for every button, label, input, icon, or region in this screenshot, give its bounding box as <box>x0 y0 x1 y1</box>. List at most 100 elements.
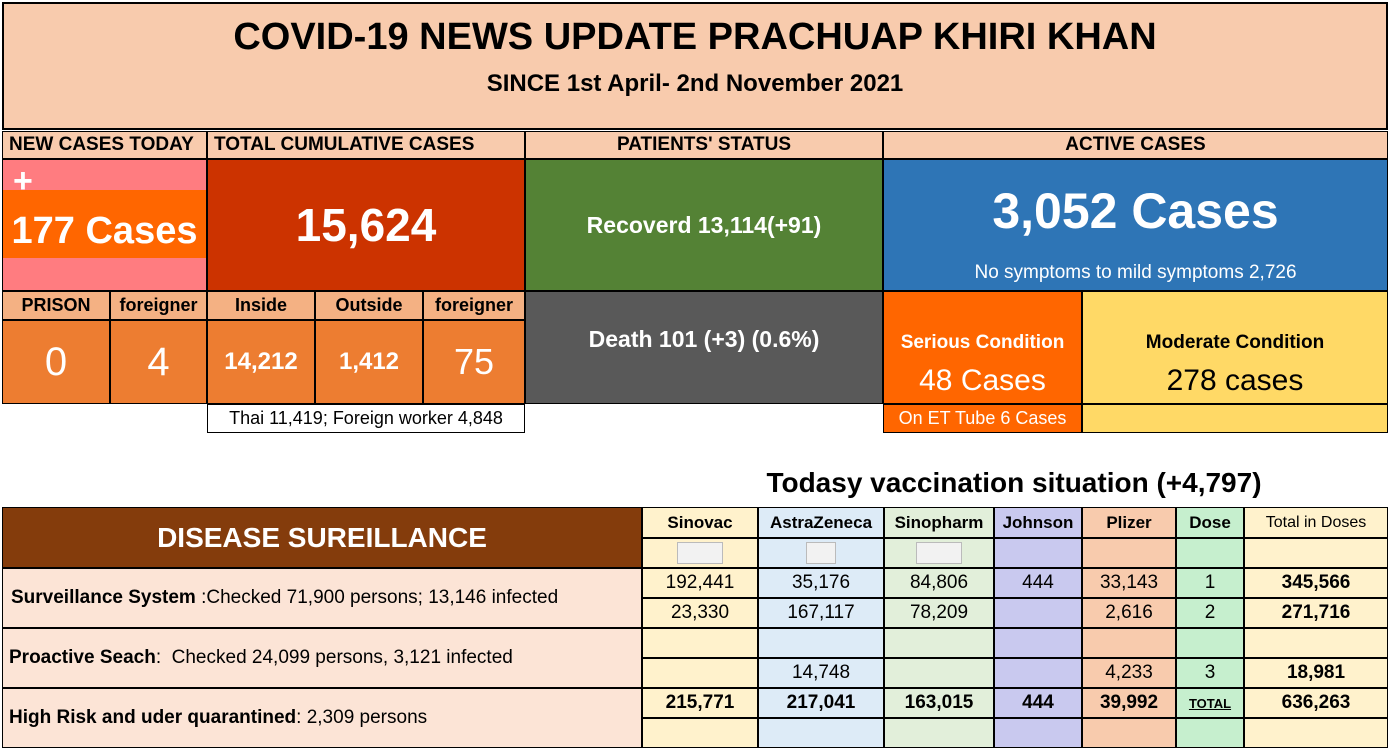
dose-header: Dose <box>1176 507 1244 538</box>
moderate-empty-cell <box>1082 404 1388 433</box>
serious-condition-panel: Serious Condition 48 Cases <box>883 291 1082 404</box>
high-risk-row: High Risk and uder quarantined: 2,309 pe… <box>2 688 642 748</box>
astrazeneca-total: 217,041 <box>758 688 884 718</box>
surveillance-title: DISEASE SUREILLANCE <box>2 507 642 568</box>
total-doses-1: 345,566 <box>1244 568 1388 598</box>
surveillance-system-row: Surveillance System :Checked 71,900 pers… <box>2 568 642 628</box>
sinopharm-empty <box>884 628 994 658</box>
inside-header: Inside <box>207 291 315 320</box>
dose-empty <box>1176 628 1244 658</box>
pfizer-dose1: 33,143 <box>1082 568 1176 598</box>
sinovac-empty <box>642 628 758 658</box>
total-cases-header: TOTAL CUMULATIVE CASES <box>207 131 525 159</box>
total-cases-value: 15,624 <box>207 159 525 291</box>
johnson-logo-cell <box>994 538 1082 568</box>
astrazeneca-dose2: 167,117 <box>758 598 884 628</box>
active-cases-panel: 3,052 Cases No symptoms to mild symptoms… <box>883 159 1388 291</box>
total-doses-3: 18,981 <box>1244 658 1388 688</box>
total-doses-empty <box>1244 628 1388 658</box>
sinovac-dose3 <box>642 658 758 688</box>
inside-value: 14,212 <box>207 320 315 404</box>
new-cases-panel: + 177 Cases <box>2 159 207 291</box>
moderate-condition-panel: Moderate Condition 278 cases <box>1082 291 1388 404</box>
johnson-empty <box>994 628 1082 658</box>
total-doses-grand: 636,263 <box>1244 688 1388 718</box>
astrazeneca-bottom <box>758 718 884 748</box>
mild-symptoms-count: No symptoms to mild symptoms 2,726 <box>974 262 1297 283</box>
sinovac-total: 215,771 <box>642 688 758 718</box>
dose-3: 3 <box>1176 658 1244 688</box>
johnson-header: Johnson <box>994 507 1082 538</box>
proactive-search-text: : Checked 24,099 persons, 3,121 infected <box>155 647 513 668</box>
outside-header: Outside <box>315 291 423 320</box>
astrazeneca-empty <box>758 628 884 658</box>
sinovac-dose2: 23,330 <box>642 598 758 628</box>
sinopharm-logo-icon <box>916 542 962 564</box>
new-cases-header: NEW CASES TODAY <box>2 131 207 159</box>
pfizer-header: Plizer <box>1082 507 1176 538</box>
prison-value: 0 <box>2 320 110 404</box>
sinopharm-header: Sinopharm <box>884 507 994 538</box>
pfizer-empty <box>1082 628 1176 658</box>
moderate-label: Moderate Condition <box>1145 332 1325 353</box>
thai-foreign-note: Thai 11,419; Foreign worker 4,848 <box>207 404 525 433</box>
serious-value: 48 Cases <box>919 364 1046 397</box>
total-doses-logo-cell <box>1244 538 1388 568</box>
outside-value: 1,412 <box>315 320 423 404</box>
johnson-total: 444 <box>994 688 1082 718</box>
astrazeneca-logo-icon <box>806 542 836 564</box>
astrazeneca-dose1: 35,176 <box>758 568 884 598</box>
active-cases-header: ACTIVE CASES <box>883 131 1388 159</box>
proactive-search-label: Proactive Seach <box>9 647 156 668</box>
dose-total-label: TOTAL <box>1176 688 1244 718</box>
sinovac-logo-icon <box>677 542 723 564</box>
surveillance-system-text: :Checked 71,900 persons; 13,146 infected <box>195 587 559 608</box>
sinopharm-dose1: 84,806 <box>884 568 994 598</box>
high-risk-text: : 2,309 persons <box>296 707 428 728</box>
surveillance-system-label: Surveillance System <box>11 587 196 608</box>
proactive-search-row: Proactive Seach: Checked 24,099 persons,… <box>2 628 642 688</box>
total-doses-bottom <box>1244 718 1388 748</box>
death-value: Death 101 (+3) (0.6%) <box>525 291 883 404</box>
johnson-dose1: 444 <box>994 568 1082 598</box>
sinovac-logo-cell <box>642 538 758 568</box>
sinovac-bottom <box>642 718 758 748</box>
prison-header: PRISON <box>2 291 110 320</box>
vaccination-title: Todasy vaccination situation (+4,797) <box>766 467 1262 498</box>
new-cases-value: 177 Cases <box>11 209 198 252</box>
astrazeneca-dose3: 14,748 <box>758 658 884 688</box>
pfizer-bottom <box>1082 718 1176 748</box>
foreigner-total-value: 75 <box>423 320 525 404</box>
sinopharm-dose3 <box>884 658 994 688</box>
astrazeneca-header: AstraZeneca <box>758 507 884 538</box>
sinovac-dose1: 192,441 <box>642 568 758 598</box>
dose-2: 2 <box>1176 598 1244 628</box>
page-title: COVID-19 NEWS UPDATE PRACHUAP KHIRI KHAN <box>233 16 1157 58</box>
dose-1: 1 <box>1176 568 1244 598</box>
johnson-dose2 <box>994 598 1082 628</box>
total-doses-header: Total in Doses <box>1244 507 1388 538</box>
pfizer-dose2: 2,616 <box>1082 598 1176 628</box>
johnson-dose3 <box>994 658 1082 688</box>
dose-bottom <box>1176 718 1244 748</box>
header-banner: COVID-19 NEWS UPDATE PRACHUAP KHIRI KHAN… <box>2 2 1388 130</box>
patients-status-header: PATIENTS' STATUS <box>525 131 883 159</box>
high-risk-label: High Risk and uder quarantined <box>9 707 297 728</box>
foreigner-total-header: foreigner <box>423 291 525 320</box>
sinopharm-logo-cell <box>884 538 994 568</box>
sinopharm-dose2: 78,209 <box>884 598 994 628</box>
pfizer-total: 39,992 <box>1082 688 1176 718</box>
foreigner-new-value: 4 <box>110 320 207 404</box>
sinopharm-bottom <box>884 718 994 748</box>
pfizer-logo-cell <box>1082 538 1176 568</box>
active-cases-value: 3,052 Cases <box>992 183 1279 239</box>
recovered-value: Recoverd 13,114(+91) <box>525 159 883 291</box>
et-tube-note: On ET Tube 6 Cases <box>883 404 1082 433</box>
serious-label: Serious Condition <box>900 332 1065 353</box>
page-subtitle: SINCE 1st April- 2nd November 2021 <box>486 70 904 97</box>
astrazeneca-logo-cell <box>758 538 884 568</box>
total-doses-2: 271,716 <box>1244 598 1388 628</box>
sinopharm-total: 163,015 <box>884 688 994 718</box>
dose-logo-cell <box>1176 538 1244 568</box>
plus-sign: + <box>13 162 33 200</box>
